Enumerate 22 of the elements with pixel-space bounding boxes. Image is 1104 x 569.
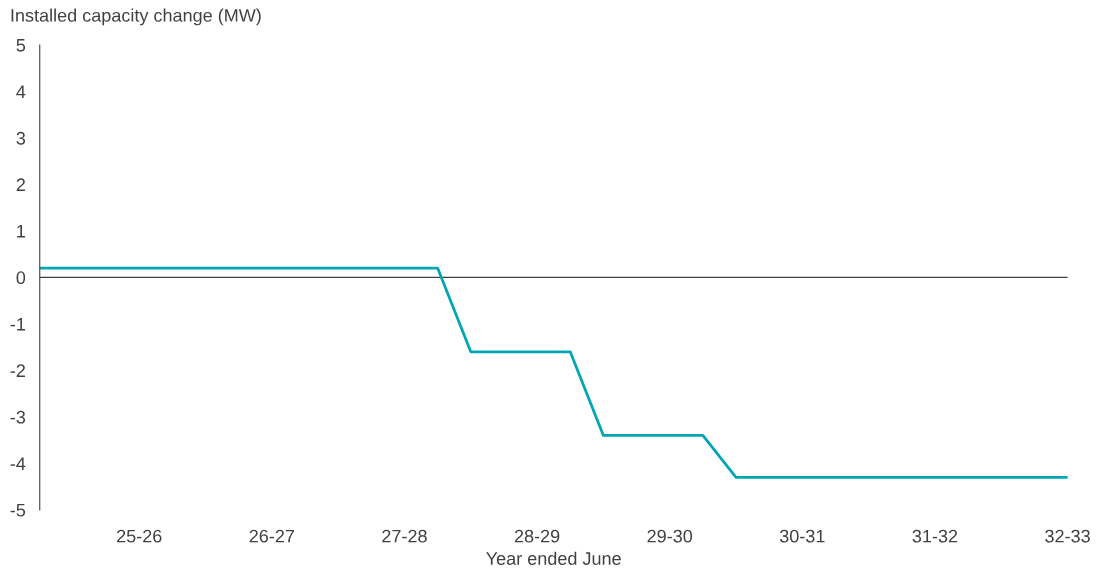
- x-tick-label: 31-32: [912, 529, 958, 543]
- y-tick-label: -1: [10, 318, 25, 331]
- y-axis-title: Installed capacity change (MW): [11, 8, 261, 26]
- y-tick-label: 3: [16, 131, 26, 145]
- x-tick-label: 29-30: [647, 529, 693, 543]
- y-tick-label: -2: [10, 364, 25, 377]
- x-tick-label: 27-28: [382, 529, 427, 543]
- y-tick-label: 5: [16, 39, 26, 52]
- x-tick-label: 28-29: [514, 529, 560, 543]
- x-tick-label: 30-31: [779, 529, 825, 543]
- x-tick-label: 25-26: [117, 529, 162, 543]
- y-tick-label: 1: [17, 225, 25, 238]
- y-tick-label: -3: [10, 410, 26, 424]
- x-tick-label: 32-33: [1045, 529, 1090, 543]
- y-tick-label: 4: [16, 85, 26, 98]
- x-tick-label: 26-27: [249, 529, 295, 543]
- y-tick-label: 2: [16, 178, 25, 191]
- line-series: [39, 266, 1068, 479]
- y-tick-label: -5: [10, 503, 26, 517]
- y-tick-label: 0: [16, 271, 26, 285]
- x-axis-title: Year ended June: [486, 551, 621, 565]
- y-tick-label: -4: [10, 457, 26, 470]
